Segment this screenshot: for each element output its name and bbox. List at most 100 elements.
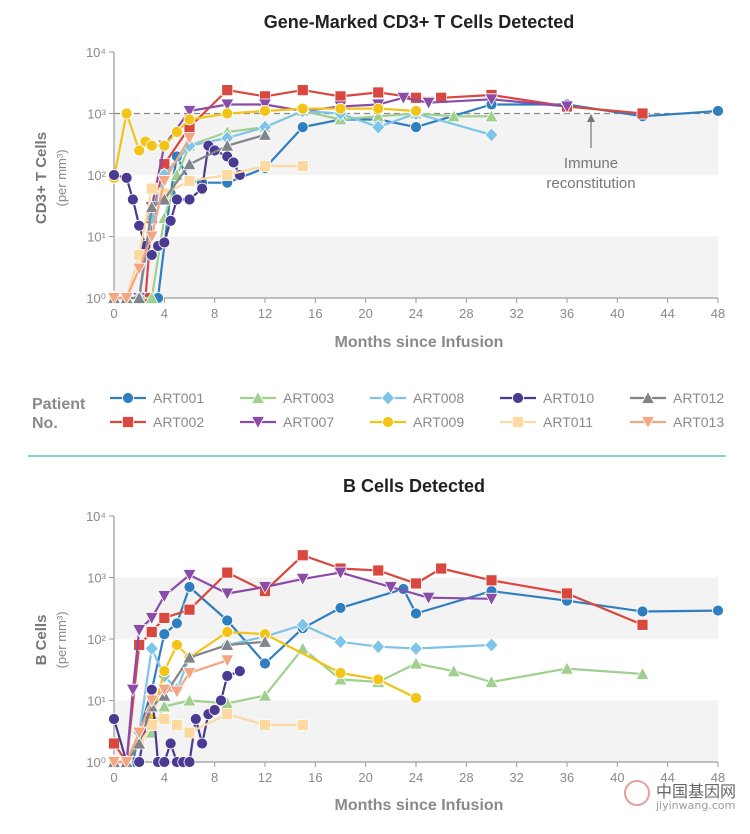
tcell-point-art012-2	[131, 290, 147, 304]
tcell-point-art013-0	[106, 292, 122, 306]
watermark-url: jiyinwang.com	[656, 799, 736, 812]
bcell-x-tick-label-7: 28	[459, 770, 473, 785]
bcell-point-art002-5	[183, 603, 196, 616]
tcell-point-art010-0	[108, 169, 120, 181]
bcell-point-art012-7	[257, 634, 273, 648]
bcell-x-tick-label-5: 20	[358, 770, 372, 785]
tcell-series-art013	[106, 132, 197, 306]
tcell-point-art008-10	[371, 119, 386, 135]
bcell-point-art009-9	[334, 667, 347, 679]
bcell-point-art007-6	[182, 569, 197, 583]
bcell-point-art002-15	[636, 618, 649, 631]
tcell-point-art012-5	[182, 156, 197, 171]
bcell-point-art010-9	[183, 756, 196, 768]
bcell-x-ticks: 0 4 8 12 16 20 24 28 32 36 40 44 48	[110, 762, 725, 785]
tcell-point-art011-6	[221, 169, 234, 181]
legend-marker-art012	[640, 390, 656, 404]
bcell-point-art003-13	[484, 674, 499, 688]
bcell-y-tick-label-3: 10³	[87, 571, 106, 586]
watermark-name: 中国基因网	[656, 782, 737, 801]
tcell-x-tick-label-5: 20	[358, 306, 372, 321]
tcell-point-art010-15	[227, 156, 240, 169]
tcell-point-art010-2	[126, 193, 139, 206]
legend-item-art002: ART002	[110, 414, 204, 430]
bcell-point-art013-6	[182, 667, 197, 681]
tcell-point-art007-12	[421, 96, 436, 111]
tcell-x-tick-label-0: 0	[110, 306, 117, 321]
bcell-point-art003-5	[182, 693, 197, 707]
tcell-x-tick-label-10: 40	[610, 306, 624, 321]
tcell-y-tick-label-0: 10⁰	[86, 291, 106, 306]
legend-label-art007: ART007	[283, 414, 334, 430]
legend-label-art011: ART011	[543, 414, 593, 430]
tcell-x-tick-label-2: 8	[211, 306, 218, 321]
bcell-point-art013-0	[106, 756, 122, 770]
legend-item-art009: ART009	[370, 414, 464, 430]
tcell-point-art009-11	[334, 102, 347, 115]
legend-marker-art010	[512, 392, 524, 404]
annotation-line1: Immune	[564, 155, 618, 172]
bcell-point-art007-5	[157, 590, 172, 604]
legend-marker-art009	[382, 416, 394, 428]
tcell-point-art010-11	[196, 182, 208, 195]
legend-item-art001: ART001	[110, 390, 204, 406]
tcell-point-art001-11	[296, 121, 309, 134]
legend-item-art008: ART008	[370, 390, 464, 406]
tcell-point-art007-6	[220, 98, 235, 112]
bcell-point-art002-12	[435, 562, 448, 575]
bcell-point-art002-8	[296, 549, 309, 562]
bcell-point-art003-12	[446, 663, 461, 678]
tcell-y-ticks: 10⁰ 10¹ 10² 10³ 10⁴	[86, 45, 114, 306]
bcell-point-art002-0	[108, 737, 120, 750]
legend: Patient No. ART001 ART003 ART008 ART010 ART0…	[32, 390, 724, 432]
bcell-point-art007-4	[144, 612, 159, 626]
bcell-point-art001-7	[183, 581, 196, 593]
bcell-x-tick-label-4: 16	[308, 770, 322, 785]
bcell-point-art008-13	[484, 637, 499, 653]
bcell-point-art010-11	[196, 737, 208, 750]
tcell-point-art002-10	[334, 90, 347, 103]
tcell-point-art011-5	[183, 175, 196, 187]
legend-label-art009: ART009	[413, 414, 464, 430]
bcell-point-art002-11	[410, 577, 422, 590]
bcell-y-ticks: 10⁰ 10¹ 10² 10³ 10⁴	[86, 509, 114, 770]
tcell-y-axis-unit: (per mm³)	[54, 149, 69, 206]
legend-label-art003: ART003	[283, 390, 334, 406]
legend-item-art007: ART007	[240, 414, 334, 430]
bcell-point-art010-6	[164, 737, 177, 750]
bcell-point-art002-6	[221, 566, 234, 579]
bcell-point-art010-3	[145, 683, 158, 696]
bcell-series-art013	[106, 654, 235, 770]
tcell-point-art013-5	[182, 132, 197, 146]
bcell-y-tick-label-2: 10²	[87, 632, 106, 647]
bcell-point-art001-5	[158, 628, 171, 641]
legend-label-art010: ART010	[543, 390, 594, 406]
bcell-x-tick-label-10: 40	[610, 770, 624, 785]
bcell-point-art003-15	[635, 666, 650, 680]
tcell-point-art007-14	[559, 100, 575, 114]
bcell-point-art008-12	[408, 640, 424, 657]
bcell-x-axis-label: Months since Infusion	[335, 797, 504, 814]
bcell-point-art013-4	[157, 683, 172, 698]
tcell-point-art009-9	[259, 105, 271, 117]
tcell-point-art007-11	[396, 91, 411, 106]
tcell-point-art013-4	[157, 175, 172, 189]
bcell-point-art008-11	[371, 639, 386, 655]
tcell-point-art012-3	[144, 199, 159, 214]
bcell-point-art012-6	[220, 637, 235, 651]
bcell-point-art009-11	[410, 692, 422, 704]
bcell-y-tick-label-4: 10⁴	[86, 509, 106, 524]
tcell-point-art009-12	[372, 102, 385, 115]
tcell-y-tick-label-3: 10³	[87, 107, 106, 122]
tcell-series-art009	[108, 102, 422, 184]
legend-marker-art013	[640, 416, 656, 430]
tcell-y-tick-label-2: 10²	[87, 168, 106, 183]
bcell-x-tick-label-3: 12	[258, 770, 272, 785]
bcell-x-tick-label-8: 32	[509, 770, 523, 785]
legend-label-art012: ART012	[673, 390, 724, 406]
tcell-x-tick-label-1: 4	[161, 306, 168, 321]
tcell-point-art002-12	[410, 91, 422, 104]
legend-marker-art002	[122, 416, 134, 428]
legend-item-art011: ART011	[500, 414, 593, 430]
